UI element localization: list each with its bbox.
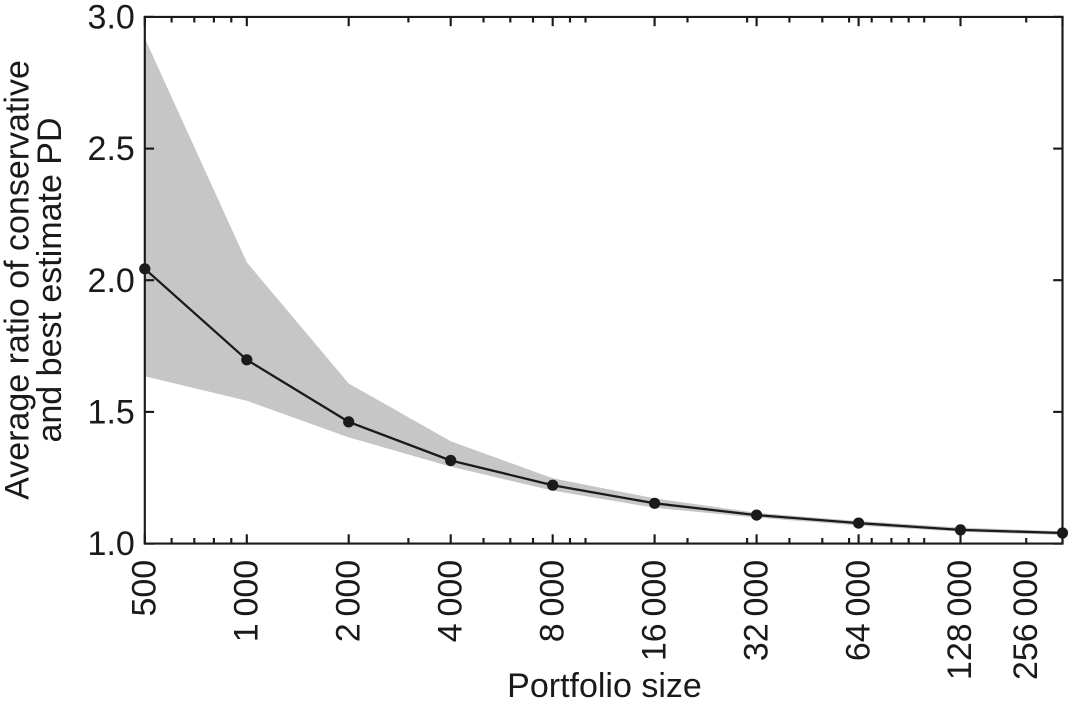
svg-text:2 000: 2 000 (329, 560, 367, 642)
svg-text:4 000: 4 000 (431, 560, 469, 642)
svg-text:1 000: 1 000 (228, 560, 266, 642)
svg-text:3.0: 3.0 (88, 0, 135, 36)
svg-text:Average ratio of conservative: Average ratio of conservative (0, 60, 36, 500)
svg-text:2.0: 2.0 (88, 262, 135, 300)
svg-text:32 000: 32 000 (737, 560, 775, 661)
svg-text:8 000: 8 000 (533, 560, 571, 642)
svg-text:1.5: 1.5 (88, 393, 135, 431)
svg-text:1.0: 1.0 (88, 525, 135, 563)
svg-text:256 000: 256 000 (1007, 560, 1045, 680)
svg-text:Portfolio size: Portfolio size (507, 667, 702, 705)
svg-text:2.5: 2.5 (88, 130, 135, 168)
svg-text:500: 500 (126, 560, 164, 617)
svg-text:64 000: 64 000 (839, 560, 877, 661)
svg-text:128 000: 128 000 (941, 560, 979, 680)
svg-text:16 000: 16 000 (635, 560, 673, 661)
svg-text:and best estimate PD: and best estimate PD (31, 117, 69, 442)
